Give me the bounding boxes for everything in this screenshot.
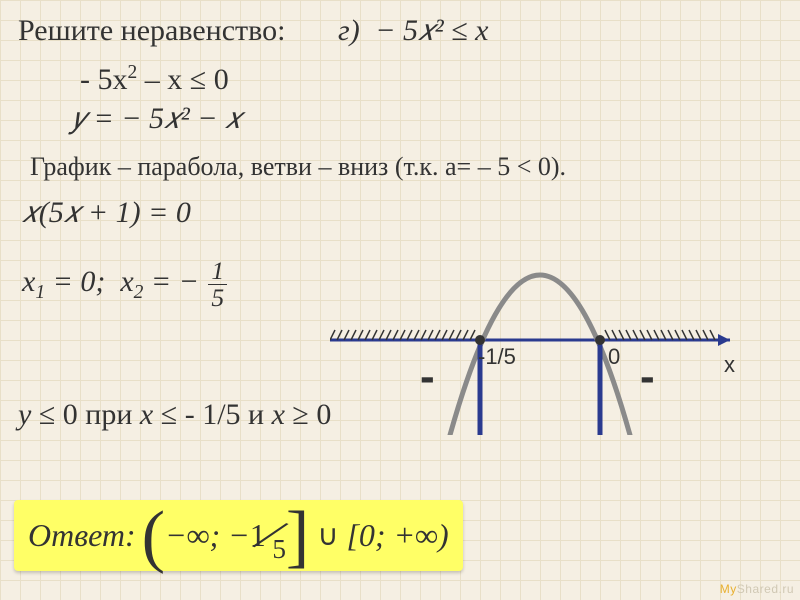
minus-right: -	[640, 352, 655, 402]
answer-label: Ответ:	[28, 517, 136, 554]
minus-left: -	[420, 352, 435, 402]
tick-1: -1/5	[478, 344, 516, 370]
parabola-chart	[330, 215, 750, 435]
answer-int1-a: −∞; −	[165, 517, 250, 554]
answer-frac-den: 5	[272, 534, 286, 565]
title: Решите неравенство:	[18, 14, 285, 47]
problem-label: г)	[338, 14, 360, 47]
step2: 𝑦 = − 5𝑥² − 𝑥	[72, 102, 242, 135]
roots-frac-num: 1	[208, 258, 227, 285]
tick-2: 0	[608, 344, 620, 370]
problem-expr: − 5𝑥² ≤ x	[375, 14, 488, 47]
condition: y ≤ 0 при x ≤ - 1/5 и x ≥ 0	[18, 398, 331, 431]
step1: - 5x2 – x ≤ 0	[80, 63, 229, 96]
axis-x-label: x	[724, 352, 735, 378]
answer-union: ∪	[317, 518, 338, 553]
roots-frac-den: 5	[208, 285, 227, 311]
answer-box: Ответ: ( −∞; − 1 ∕ 5 ] ∪ [0; +∞)	[14, 500, 463, 571]
roots: x1 = 0; x2 = − 1 5	[22, 258, 229, 310]
factor-eq: 𝑥(5𝑥 + 1) = 0	[22, 196, 191, 229]
watermark: MyShared.ru	[720, 582, 794, 596]
answer-int2: [0; +∞)	[346, 517, 448, 554]
graph-note: График – парабола, ветви – вниз (т.к. a=…	[30, 152, 566, 181]
